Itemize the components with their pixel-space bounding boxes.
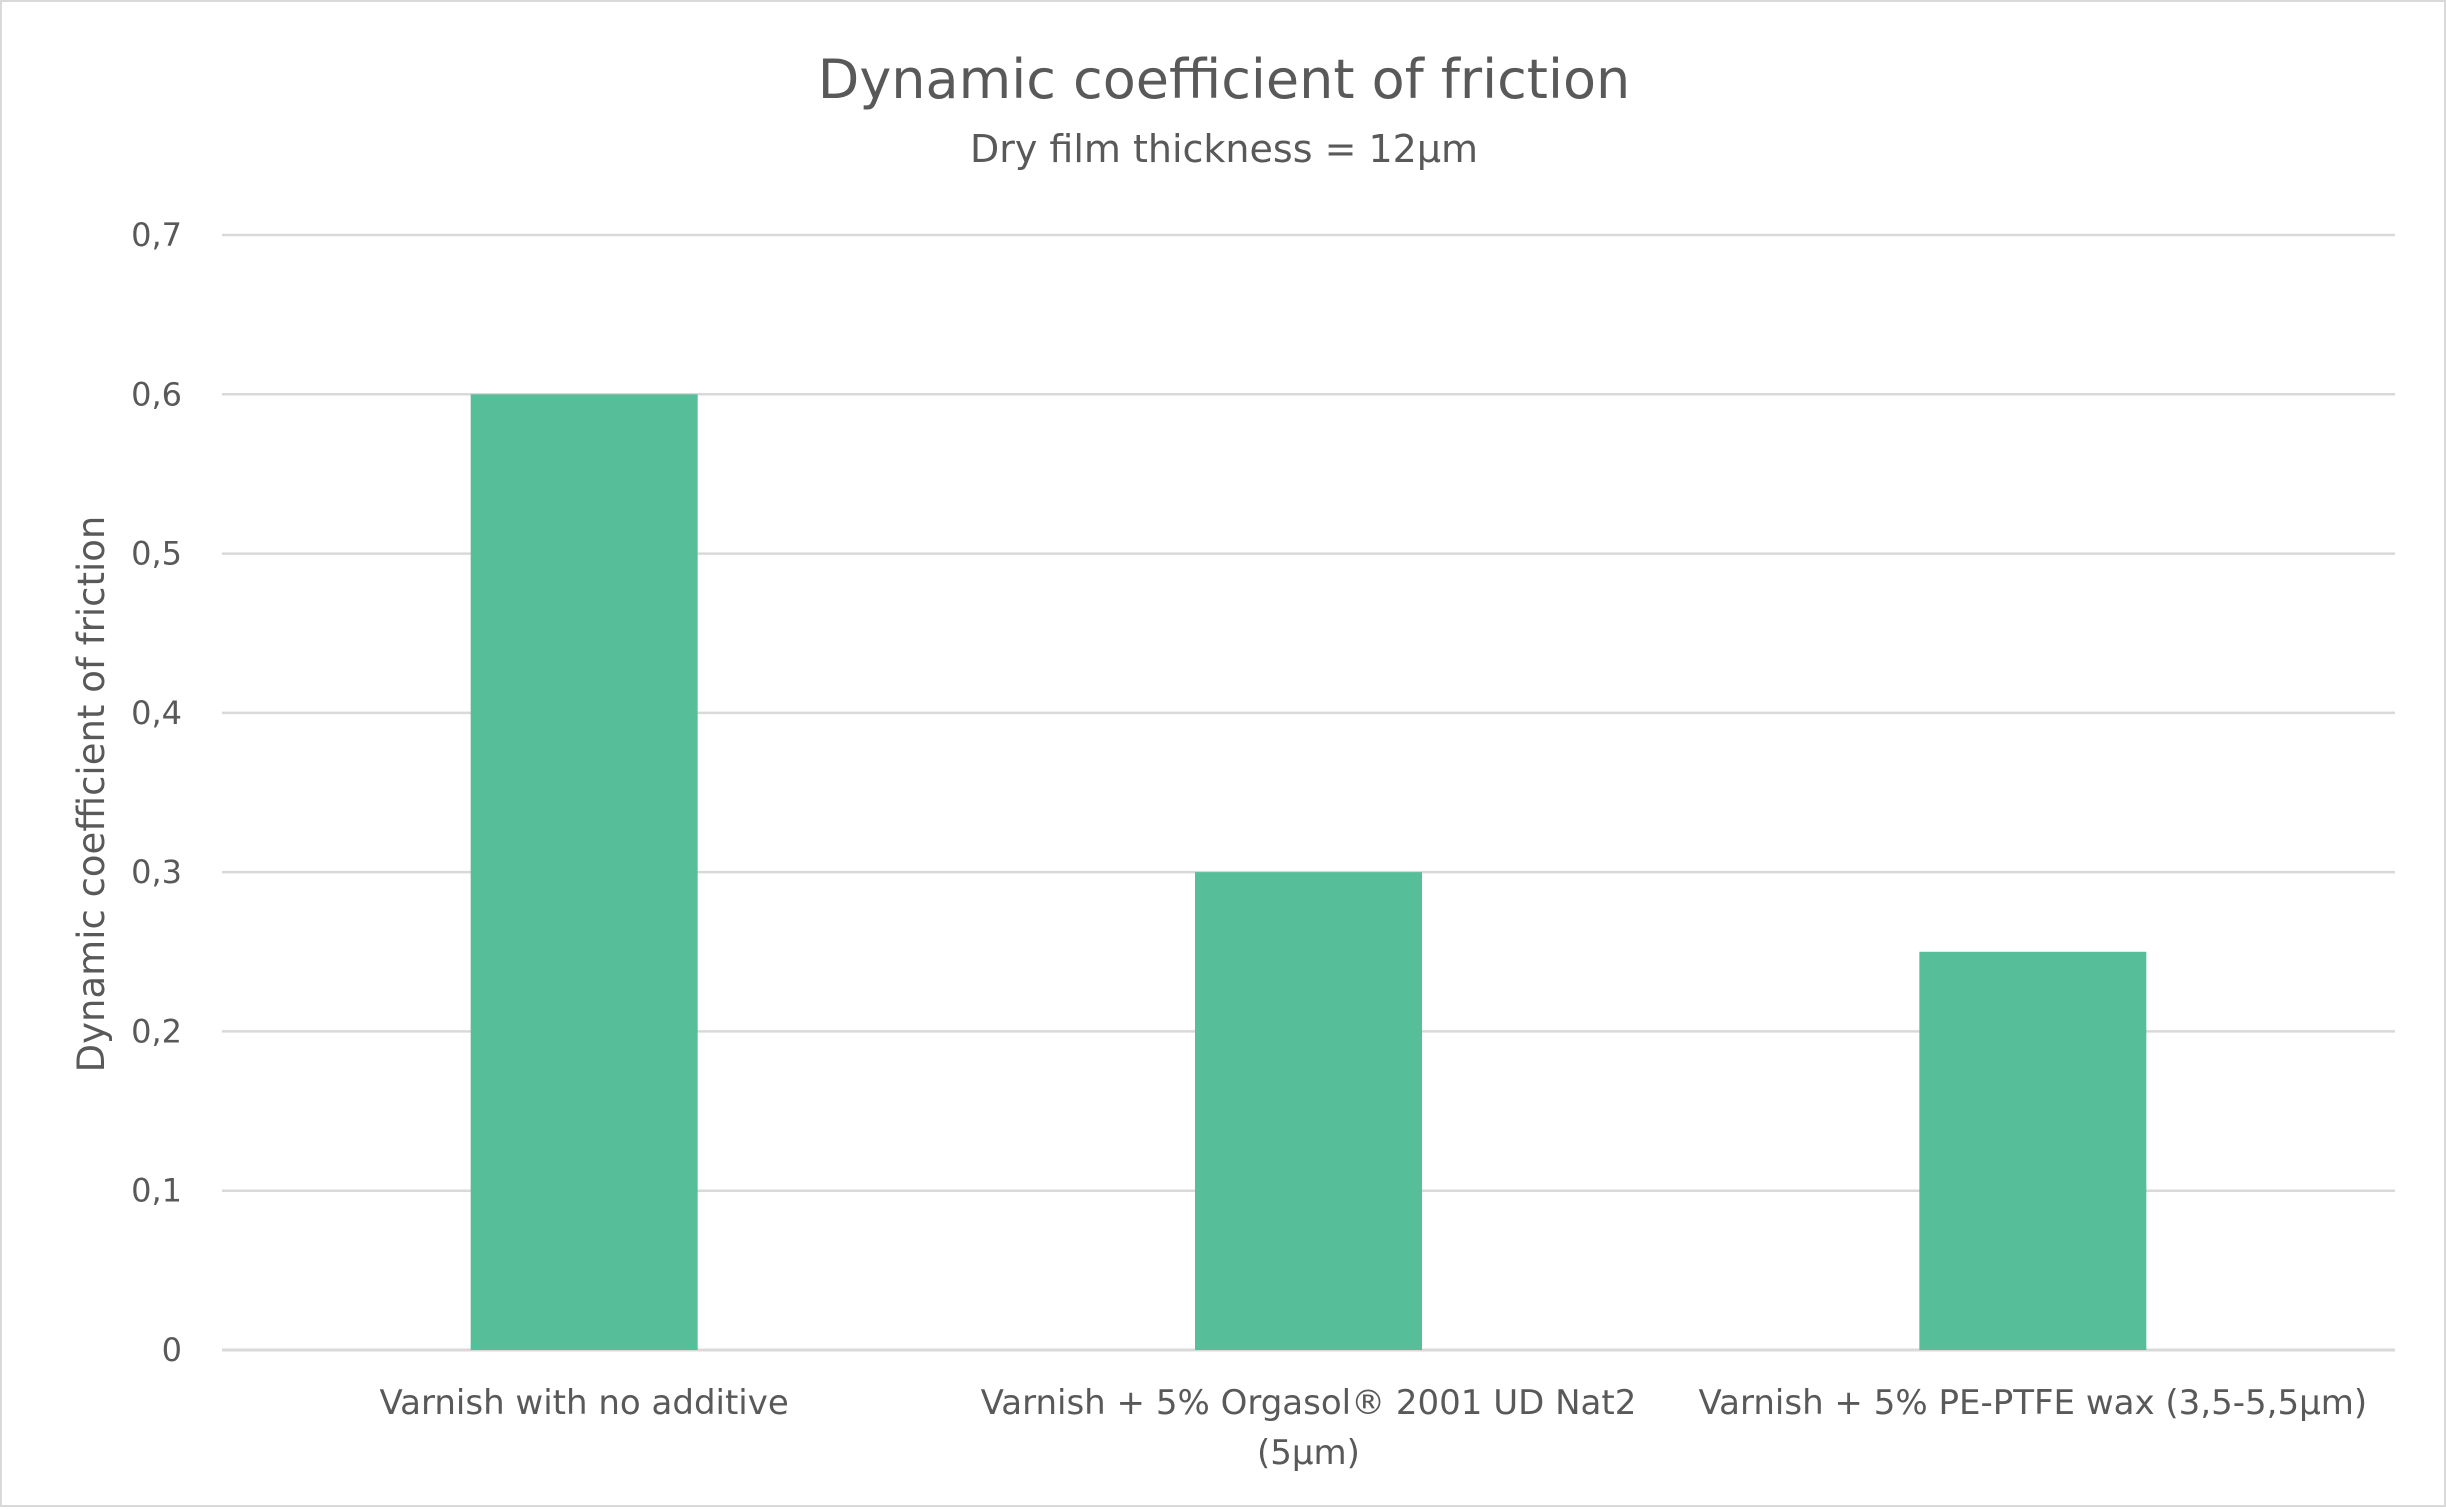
x-axis-categories: Varnish with no additive Varnish + 5% Org… bbox=[380, 1383, 2368, 1473]
y-tick-label: 0,2 bbox=[131, 1012, 182, 1050]
bar bbox=[1919, 951, 2147, 1350]
chart-subtitle: Dry film thickness = 12µm bbox=[970, 127, 1478, 171]
y-tick-label: 0,5 bbox=[131, 535, 182, 573]
y-tick-label: 0,6 bbox=[131, 375, 182, 413]
y-tick-label: 0 bbox=[162, 1331, 182, 1369]
y-axis-label: Dynamic coefficient of friction bbox=[70, 516, 113, 1073]
y-axis-ticks: 0 0,1 0,2 0,3 0,4 0,5 0,6 0,7 bbox=[131, 216, 182, 1369]
y-tick-label: 0,4 bbox=[131, 694, 182, 732]
y-tick-label: 0,1 bbox=[131, 1172, 182, 1210]
x-category-label: (5µm) bbox=[1257, 1433, 1360, 1473]
x-category-label: Varnish with no additive bbox=[380, 1383, 789, 1423]
bars bbox=[470, 394, 2147, 1350]
x-category-label: Varnish + 5% Orgasol® 2001 UD Nat2 bbox=[981, 1383, 1637, 1423]
y-tick-label: 0,7 bbox=[131, 216, 182, 254]
chart-title: Dynamic coefficient of friction bbox=[818, 48, 1631, 111]
bar bbox=[1195, 872, 1422, 1350]
y-tick-label: 0,3 bbox=[131, 853, 182, 891]
bar bbox=[470, 394, 698, 1350]
x-category-label: Varnish + 5% PE-PTFE wax (3,5-5,5µm) bbox=[1699, 1383, 2368, 1423]
